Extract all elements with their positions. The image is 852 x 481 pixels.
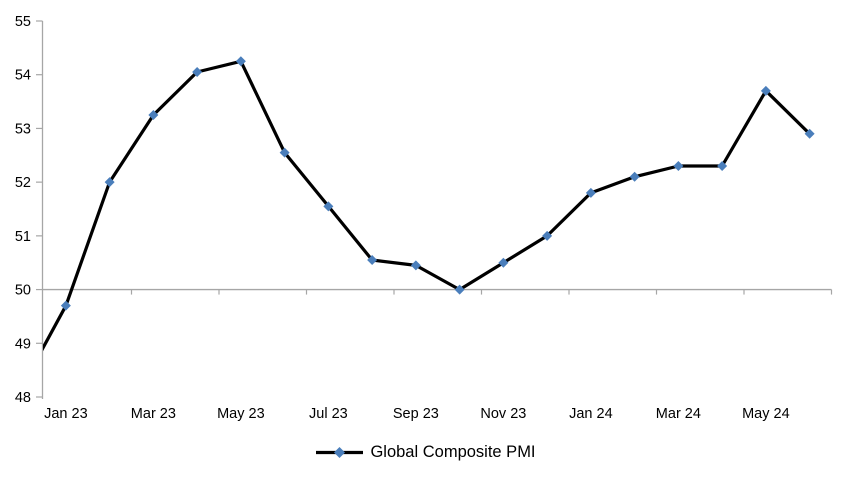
- y-axis-tick-label: 53: [15, 121, 31, 137]
- x-axis-tick-label: Mar 23: [131, 406, 176, 422]
- data-point-marker: [104, 177, 115, 188]
- legend-diamond-icon: [334, 446, 346, 458]
- data-point-marker: [235, 56, 246, 67]
- data-point-marker: [148, 110, 159, 120]
- data-point-marker: [60, 300, 71, 311]
- y-axis-tick-label: 48: [15, 390, 31, 406]
- x-axis-tick-label: Nov 23: [480, 406, 526, 422]
- x-axis-tick-label: May 23: [217, 406, 265, 422]
- legend-line-marker-icon: [316, 446, 364, 458]
- data-point-marker: [804, 128, 815, 139]
- y-axis-tick-label: 49: [15, 336, 31, 352]
- data-point-marker: [192, 67, 203, 78]
- x-axis-tick-label: Mar 24: [656, 406, 701, 422]
- data-point-marker: [629, 171, 640, 182]
- series-group: [43, 56, 815, 352]
- x-axis-tick-label: Jan 23: [44, 406, 88, 422]
- x-axis-tick-label: May 24: [742, 406, 790, 422]
- y-axis-tick-label: 54: [15, 68, 31, 84]
- x-axis-tick-label: Sep 23: [393, 406, 439, 422]
- data-point-marker: [585, 187, 596, 198]
- y-axis-tick-label: 51: [15, 229, 31, 245]
- y-axis-tick-label: 52: [15, 175, 31, 191]
- data-point-marker: [410, 260, 421, 271]
- data-point-marker: [717, 161, 728, 172]
- data-point-marker: [367, 255, 378, 266]
- data-point-marker: [323, 201, 334, 212]
- data-point-marker: [542, 230, 553, 241]
- data-point-marker: [279, 147, 290, 158]
- x-axis-tick-label: Jul 23: [309, 406, 348, 422]
- data-point-marker: [673, 161, 684, 172]
- y-axis-tick-label: 50: [15, 283, 31, 299]
- data-point-marker: [454, 284, 465, 295]
- data-point-marker: [498, 257, 509, 268]
- x-axis-tick-label: Jan 24: [569, 406, 613, 422]
- pmi-line: [43, 59, 812, 352]
- data-point-marker: [760, 85, 771, 96]
- chart-legend: Global Composite PMI: [0, 442, 852, 462]
- legend-label: Global Composite PMI: [370, 443, 536, 461]
- y-axis-tick-label: 55: [15, 14, 31, 30]
